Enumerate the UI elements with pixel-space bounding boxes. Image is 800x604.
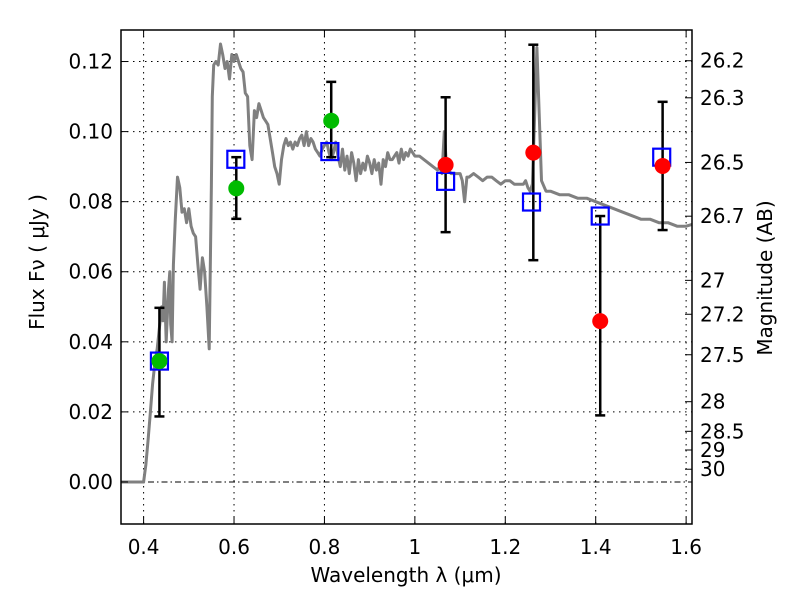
model-point bbox=[521, 192, 542, 212]
x-tick-label: 1.6 bbox=[670, 535, 702, 559]
observed-point bbox=[525, 144, 542, 161]
observed-point bbox=[323, 112, 340, 129]
observed-point bbox=[151, 353, 168, 370]
right-tick-label: 27 bbox=[700, 268, 725, 292]
y-axis-label: Flux Fν ( μJy ) bbox=[25, 194, 49, 330]
right-tick-label: 27.2 bbox=[700, 302, 745, 326]
model-spectrum-series bbox=[121, 42, 693, 484]
grid-lines bbox=[121, 30, 692, 524]
right-tick-label: 28.5 bbox=[700, 419, 745, 443]
x-tick-label: 0.4 bbox=[128, 535, 160, 559]
spectrum-line bbox=[121, 42, 693, 484]
model-photometry-series bbox=[149, 141, 672, 371]
x-tick-label: 1.4 bbox=[580, 535, 612, 559]
x-tick-label: 1 bbox=[408, 535, 421, 559]
error-bars bbox=[154, 43, 668, 418]
right-tick-label: 27.5 bbox=[700, 343, 745, 367]
right-tick-label: 30 bbox=[700, 457, 725, 481]
model-point bbox=[590, 206, 610, 226]
right-tick-label: 28 bbox=[700, 390, 725, 414]
y-tick-label: 0.02 bbox=[68, 400, 113, 424]
right-tick-label: 26.2 bbox=[700, 49, 745, 73]
y-tick-label: 0.10 bbox=[68, 120, 113, 144]
x-axis-ticks: 0.4 0.6 0.8 1 1.2 1.4 1.6 bbox=[128, 30, 702, 559]
y-tick-label: 0.04 bbox=[68, 330, 113, 354]
y-tick-label: 0.08 bbox=[68, 190, 113, 214]
right-tick-label: 26.5 bbox=[700, 150, 745, 174]
right-axis-label: Magnitude (AB) bbox=[753, 200, 777, 355]
model-point bbox=[320, 141, 340, 162]
right-tick-label: 26.7 bbox=[700, 204, 745, 228]
observed-point bbox=[654, 157, 671, 174]
observed-point bbox=[437, 156, 454, 173]
model-point bbox=[149, 351, 170, 371]
right-tick-label: 29 bbox=[700, 438, 725, 462]
plot-frame bbox=[120, 29, 693, 525]
y-tick-label: 0.12 bbox=[68, 50, 113, 74]
observed-point bbox=[592, 313, 609, 330]
x-axis-label: Wavelength λ (μm) bbox=[310, 563, 501, 587]
y-tick-label: 0.06 bbox=[68, 260, 113, 284]
y-axis-ticks: 0.00 0.02 0.04 0.06 0.08 0.10 0.12 bbox=[68, 50, 128, 494]
y-tick-label: 0.00 bbox=[68, 470, 113, 494]
model-point bbox=[226, 149, 246, 169]
x-tick-label: 1.2 bbox=[489, 535, 521, 559]
observed-series bbox=[151, 112, 671, 370]
x-tick-label: 0.6 bbox=[218, 535, 250, 559]
x-tick-label: 0.8 bbox=[309, 535, 341, 559]
observed-point bbox=[228, 180, 245, 197]
right-tick-label: 26.3 bbox=[700, 86, 745, 110]
